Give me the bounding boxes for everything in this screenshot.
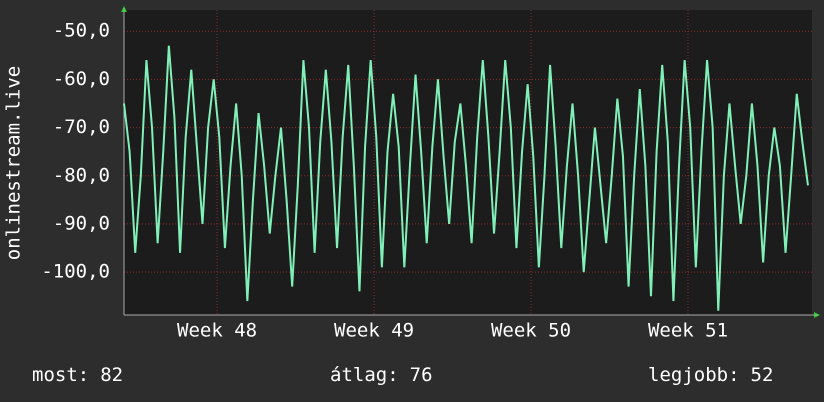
x-tick-label: Week 48 — [177, 320, 257, 342]
stat-label: most: — [32, 364, 89, 386]
footer-stat: átlag: 76 — [330, 364, 433, 386]
x-tick-label: Week 51 — [648, 320, 728, 342]
y-axis-label: onlinestream.live — [3, 66, 25, 260]
stat-label: átlag: — [330, 364, 399, 386]
stat-value: 76 — [410, 364, 433, 386]
y-tick-label: -80,0 — [53, 164, 110, 186]
x-tick-label: Week 49 — [334, 320, 414, 342]
stat-label: legjobb: — [648, 364, 740, 386]
footer-stat: most: 82 — [32, 364, 123, 386]
plot-area — [124, 10, 812, 315]
y-tick-label: -100,0 — [41, 261, 110, 283]
footer-stat: legjobb: 52 — [648, 364, 773, 386]
y-tick-label: -60,0 — [53, 68, 110, 90]
stat-value: 82 — [100, 364, 123, 386]
stat-value: 52 — [751, 364, 774, 386]
y-tick-label: -90,0 — [53, 212, 110, 234]
x-tick-label: Week 50 — [491, 320, 571, 342]
y-tick-label: -70,0 — [53, 116, 110, 138]
y-tick-label: -50,0 — [53, 20, 110, 42]
data-line — [123, 45, 809, 311]
